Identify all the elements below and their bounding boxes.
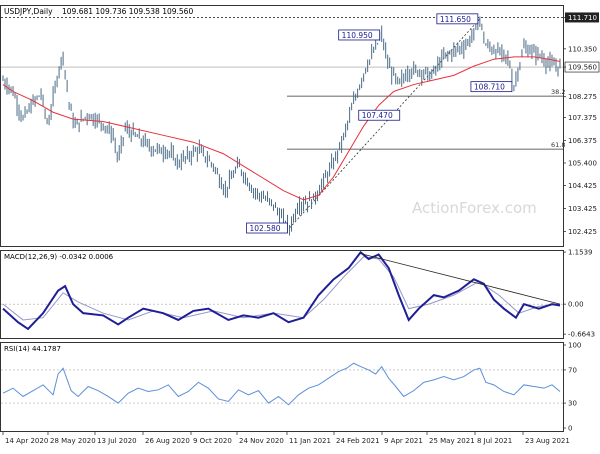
price-annotation: 107.470 — [358, 109, 401, 121]
macd-axis-label: 0.00 — [568, 301, 584, 309]
x-axis-label: 24 Nov 2020 — [239, 437, 284, 445]
ohlc-readout: 109.681 109.736 109.538 109.560 — [62, 7, 193, 16]
annotation-label: 108.710 — [474, 83, 505, 92]
annotation-label: 107.470 — [362, 111, 393, 120]
x-axis-label: 24 Feb 2021 — [336, 437, 380, 445]
x-axis-label: 26 Aug 2020 — [145, 437, 190, 445]
annotation-box — [338, 29, 381, 41]
annotation-label: 102.580 — [250, 224, 281, 233]
x-axis-label: 14 Apr 2020 — [5, 437, 48, 445]
price-axis-label: 110.350 — [568, 45, 597, 53]
macd-axis-label: -0.6643 — [568, 331, 595, 339]
price-bars — [2, 16, 561, 236]
price-axis-label: 103.425 — [568, 205, 597, 213]
chart-title: USDJPY,Daily — [4, 7, 53, 16]
price-axis-label: 107.375 — [568, 114, 597, 122]
price-annotation: 102.580 — [246, 222, 288, 234]
fib-diagonal-line — [289, 18, 481, 229]
panel-frame-rsi — [0, 342, 564, 432]
rsi-axis-label: 100 — [568, 342, 581, 350]
rsi-axis-label: 0 — [568, 425, 572, 433]
panel-frame-price — [0, 5, 564, 247]
x-axis-label: 9 Oct 2020 — [193, 437, 232, 445]
watermark: ActionForex.com — [412, 199, 537, 217]
annotation-box — [436, 13, 479, 25]
price-axis-label: 111.710 — [568, 14, 597, 22]
price-axis-label: 109.560 — [568, 64, 597, 72]
x-axis-label: 11 Jan 2021 — [289, 437, 331, 445]
annotation-box — [246, 222, 288, 234]
macd-label: MACD(12,26,9) -0.0342 0.0006 — [4, 253, 114, 261]
resistance-price-box — [565, 12, 599, 23]
macd-signal-line — [2, 256, 561, 321]
price-axis-label: 104.425 — [568, 182, 597, 190]
annotation-label: 110.950 — [342, 31, 373, 40]
price-axis-label: 108.275 — [568, 93, 597, 101]
annotation-box — [358, 109, 401, 121]
moving-average-line — [2, 56, 561, 201]
fib-label: 61.8 — [551, 141, 565, 149]
fib-label: 38.2 — [551, 88, 565, 96]
macd-axis-label: 1.1539 — [568, 249, 593, 257]
price-axis-label: 106.375 — [568, 137, 597, 145]
annotation-box — [470, 81, 513, 93]
rsi-label: RSI(14) 44.1787 — [4, 345, 61, 353]
annotation-label: 111.650 — [440, 15, 471, 24]
price-annotation: 111.650 — [436, 13, 479, 25]
x-axis-label: 28 May 2020 — [50, 437, 96, 445]
price-annotation: 110.950 — [338, 29, 381, 41]
x-axis-label: 9 Apr 2021 — [384, 437, 423, 445]
price-axis-label: 105.400 — [568, 159, 597, 167]
macd-line — [2, 250, 561, 331]
macd-trendline — [360, 253, 561, 305]
x-axis-label: 8 Jul 2021 — [477, 437, 512, 445]
rsi-axis-label: 30 — [568, 400, 577, 408]
x-axis-label: 23 Aug 2021 — [525, 437, 570, 445]
price-annotation: 108.710 — [470, 81, 513, 93]
x-axis-label: 13 Jul 2020 — [97, 437, 137, 445]
x-axis-label: 25 May 2021 — [429, 437, 475, 445]
price-axis-label: 102.425 — [568, 228, 597, 236]
rsi-line — [2, 362, 561, 406]
rsi-axis-label: 70 — [568, 366, 577, 374]
panel-frame-macd — [0, 250, 564, 339]
